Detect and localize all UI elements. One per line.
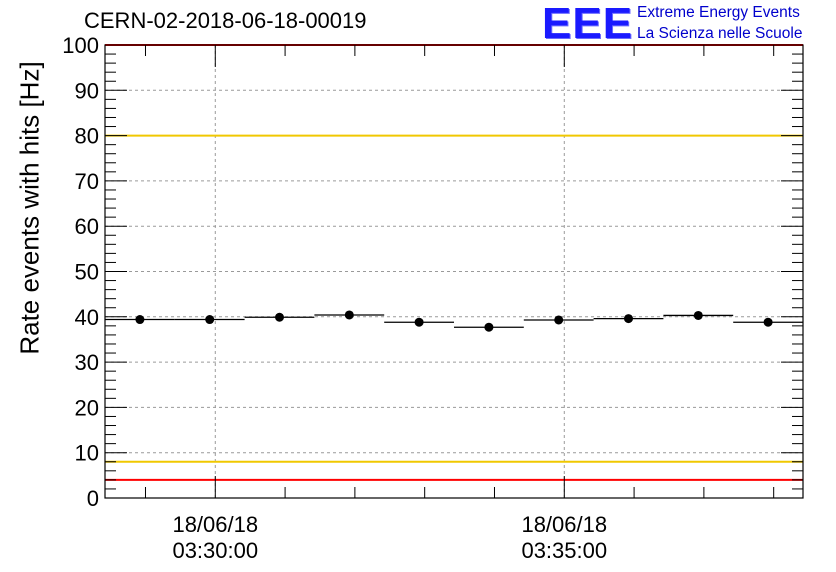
reference-lines — [105, 44, 803, 481]
y-tick-label: 80 — [75, 124, 99, 149]
y-tick-label: 90 — [75, 78, 99, 103]
data-point — [693, 310, 703, 320]
data-point — [484, 322, 494, 332]
data-point — [414, 317, 424, 327]
axis-ticks — [105, 44, 803, 499]
y-tick-label: 70 — [75, 169, 99, 194]
y-tick-label: 0 — [87, 486, 99, 511]
data-point — [344, 310, 354, 320]
data-point — [624, 314, 633, 324]
x-tick-label-time: 03:35:00 — [521, 538, 607, 563]
data-points — [105, 310, 803, 332]
y-tick-label: 10 — [75, 441, 99, 466]
x-tick-label-time: 03:30:00 — [172, 538, 258, 563]
y-tick-label: 100 — [62, 33, 99, 58]
tick-labels: 010203040506070809010018/06/1803:30:0018… — [62, 33, 607, 563]
data-point — [205, 315, 215, 325]
eee-logo: EEE — [542, 0, 634, 48]
x-tick-label-date: 18/06/18 — [172, 512, 258, 537]
y-tick-label: 30 — [75, 350, 99, 375]
data-point — [135, 315, 145, 325]
data-point — [554, 315, 564, 325]
logo-caption: Extreme Energy Events La Scienza nelle S… — [637, 2, 802, 44]
x-tick-label-date: 18/06/18 — [521, 512, 607, 537]
y-axis-label: Rate events with hits [Hz] — [14, 61, 45, 355]
y-tick-label: 40 — [75, 305, 99, 330]
logo-line-1: Extreme Energy Events — [637, 4, 800, 21]
y-tick-label: 20 — [75, 395, 99, 420]
y-tick-label: 60 — [75, 214, 99, 239]
data-point — [763, 317, 773, 327]
y-tick-label: 50 — [75, 260, 99, 285]
logo-line-2: La Scienza nelle Scuole — [637, 25, 803, 42]
chart-title: CERN-02-2018-06-18-00019 — [84, 8, 367, 33]
data-point — [275, 312, 284, 322]
grid-lines — [105, 45, 803, 498]
